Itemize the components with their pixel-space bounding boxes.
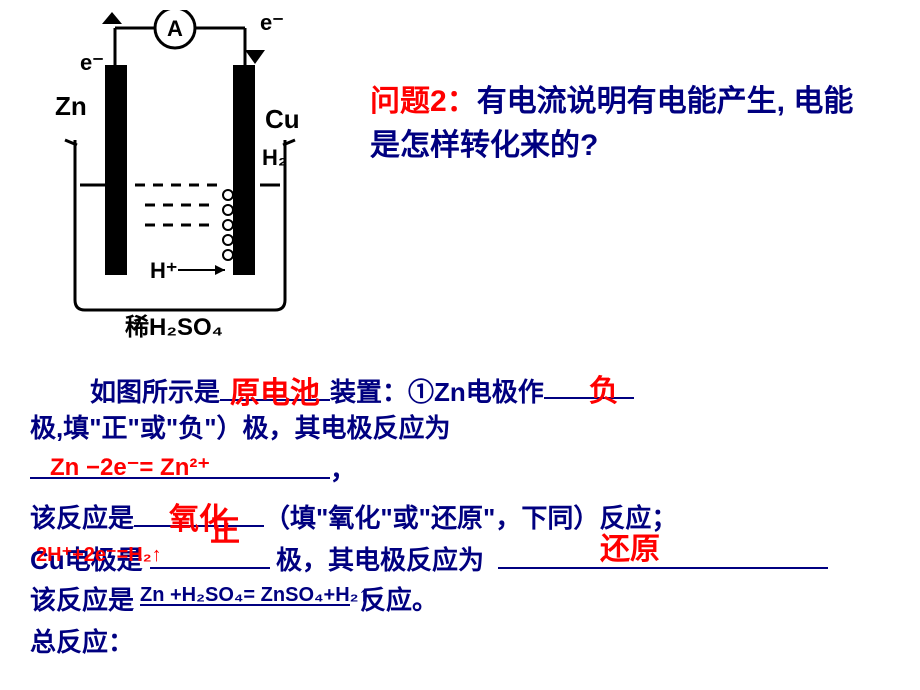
text-1a: 如图所示是	[90, 377, 220, 407]
blank-3: Zn −2e⁻= Zn²⁺	[30, 453, 330, 479]
question-block: 问题2：有电流说明有电能产生, 电能是怎样转化来的?	[370, 80, 870, 167]
line-3: Zn −2e⁻= Zn²⁺，	[30, 450, 900, 492]
blank-2: 负	[544, 366, 634, 399]
text-4a: 该反应是	[30, 503, 134, 533]
blank-4: 氧化	[134, 494, 264, 527]
solution-label: 稀H₂SO₄	[125, 313, 223, 340]
electron-right-label: e⁻	[260, 10, 284, 35]
line-6: 该反应是 Zn +H₂SO₄= ZnSO₄+H₂↑ 反应。	[30, 580, 900, 622]
blank-1: 原电池	[220, 368, 330, 401]
underline-5	[150, 540, 270, 569]
question-label: 问题2：	[370, 85, 477, 118]
line-1: 如图所示是原电池装置：①Zn电极作负	[30, 366, 900, 408]
underline-7	[498, 540, 828, 569]
text-7: 总反应：	[30, 627, 134, 657]
line-5: 正 Cu电极是 2H⁺+2e⁻=H₂↑ 极，其电极反应为 还原	[30, 534, 900, 580]
zn-label: Zn	[55, 91, 87, 121]
blank-6: 2H⁺+2e⁻=H₂↑	[36, 542, 162, 567]
line-2: 极,填"正"或"负"）极，其电极反应为	[30, 408, 900, 450]
cu-label: Cu	[265, 104, 300, 134]
hplus-label: H⁺	[150, 258, 178, 283]
underline-6	[140, 577, 350, 606]
galvanic-cell-diagram: A e⁻ e⁻ Zn Cu H₂ H⁺	[50, 10, 310, 340]
line-7: 总反应：	[30, 622, 900, 664]
h2-label: H₂	[262, 145, 288, 170]
line-4: 该反应是氧化（填"氧化"或"还原"，下同）反应；	[30, 492, 900, 534]
text-1b: 装置：①Zn电极作	[330, 377, 544, 407]
text-5b: 极，其电极反应为	[276, 540, 484, 577]
electron-left-label: e⁻	[80, 50, 104, 75]
diagram-svg: A e⁻ e⁻ Zn Cu H₂ H⁺	[50, 10, 310, 340]
text-6a: 该反应是	[30, 585, 134, 615]
content-area: 如图所示是原电池装置：①Zn电极作负 极,填"正"或"负"）极，其电极反应为 Z…	[30, 366, 900, 664]
text-2: 极,填"正"或"负"）极，其电极反应为	[30, 413, 451, 443]
text-6b: 反应。	[360, 580, 438, 617]
ammeter-label: A	[167, 16, 183, 41]
text-3-tail: ，	[330, 455, 356, 485]
